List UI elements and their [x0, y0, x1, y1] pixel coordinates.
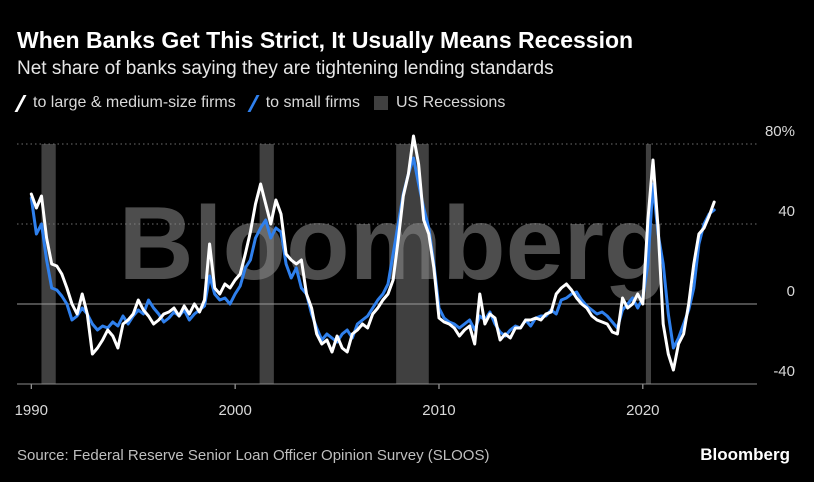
legend: to large & medium-size firms to small fi… — [17, 94, 519, 112]
y-tick-label-2: 0 — [787, 283, 795, 300]
recession-band-2 — [396, 144, 429, 384]
y-tick-label-3: -40 — [773, 363, 795, 380]
y-tick-label-0: 80% — [765, 123, 795, 140]
x-tick-label-3: 2020 — [626, 402, 659, 419]
legend-item-recessions: US Recessions — [373, 94, 506, 112]
source-note: Source: Federal Reserve Senior Loan Offi… — [17, 447, 490, 464]
legend-swatch-recessions — [373, 96, 388, 110]
x-tick-label-1: 2000 — [218, 402, 251, 419]
series-line-large-firms — [29, 134, 716, 372]
legend-item-small-firms: to small firms — [250, 94, 360, 112]
legend-label-small-firms: to small firms — [265, 94, 360, 111]
legend-label-recessions: US Recessions — [395, 94, 506, 111]
legend-item-large-firms: to large & medium-size firms — [17, 94, 236, 112]
chart-title: When Banks Get This Strict, It Usually M… — [17, 27, 634, 53]
x-tick-label-0: 1990 — [15, 402, 48, 419]
recession-band-1 — [259, 144, 274, 384]
x-tick-label-2: 2010 — [422, 402, 455, 419]
chart-subtitle: Net share of banks saying they are tight… — [17, 58, 554, 79]
y-tick-label-1: 40 — [778, 203, 795, 220]
series-line-small-firms — [29, 156, 716, 350]
brand-logo: Bloomberg — [700, 445, 790, 464]
legend-label-large-firms: to large & medium-size firms — [33, 94, 236, 111]
